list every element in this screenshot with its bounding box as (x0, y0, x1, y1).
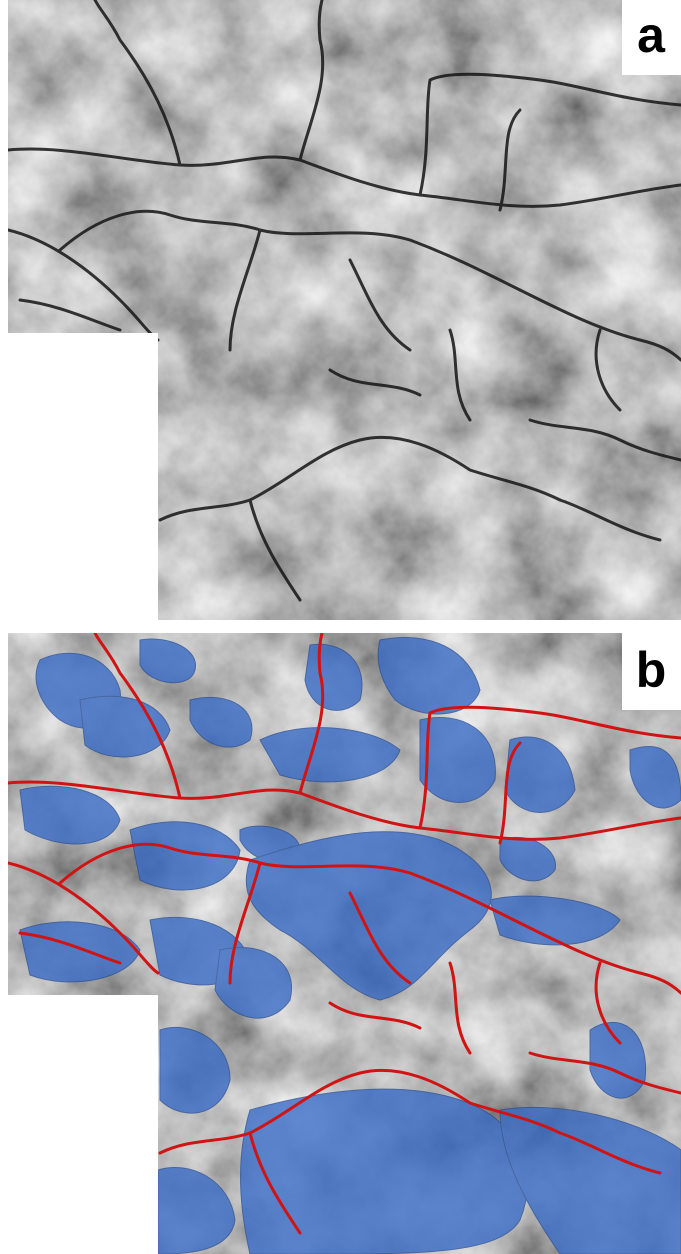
panel-a-image (8, 0, 681, 620)
segmented-regions (19, 636, 681, 1254)
label-box (622, 0, 681, 75)
label-box (622, 633, 681, 710)
panel-b-image (8, 633, 681, 1254)
panel-label: a (637, 7, 666, 63)
panel-label: b (636, 642, 667, 698)
